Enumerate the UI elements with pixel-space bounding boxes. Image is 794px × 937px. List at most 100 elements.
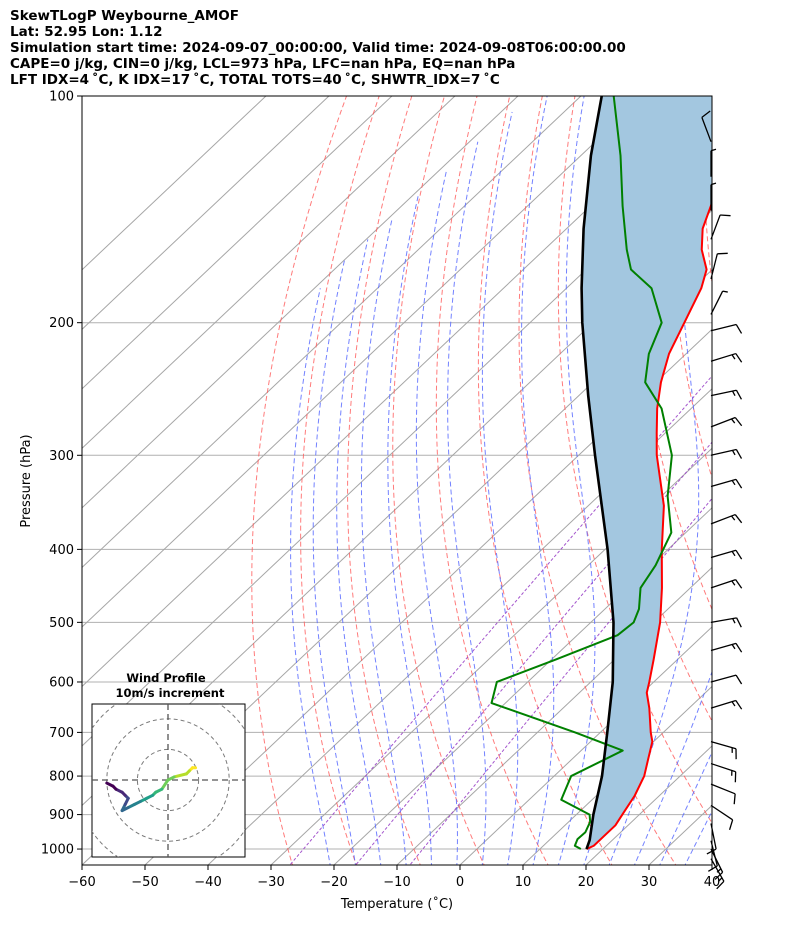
y-tick-label: 100 — [49, 90, 74, 105]
barb-half-flag — [731, 551, 736, 557]
barb-half-flag — [731, 580, 736, 586]
barb-flag — [735, 549, 743, 560]
x-tick-label: 0 — [456, 875, 464, 890]
wind-barb — [710, 642, 743, 653]
moist-adiabat — [684, 810, 712, 865]
mixing-ratio-lines — [289, 375, 712, 865]
isotherm-line — [82, 96, 330, 330]
barb-flag — [734, 417, 743, 427]
wind-barb — [710, 804, 734, 830]
dry-adiabat — [392, 96, 485, 865]
x-tick-label: −40 — [194, 875, 221, 890]
dewpoint-line — [490, 96, 673, 850]
isotherm-line — [82, 96, 267, 271]
barb-staff — [710, 858, 725, 882]
moist-adiabat — [312, 259, 356, 865]
y-tick-label: 900 — [49, 808, 74, 823]
isotherm-line — [144, 328, 712, 865]
isotherm-line — [82, 96, 393, 390]
isotherm-line — [270, 447, 712, 865]
wind-barb — [710, 148, 717, 177]
hodograph-segment — [105, 781, 115, 788]
barb-flag — [734, 514, 743, 524]
wind-barb — [710, 617, 742, 628]
barb-flag — [735, 353, 743, 363]
wind-barb — [710, 323, 743, 334]
barb-flag — [714, 871, 724, 880]
wind-barb — [706, 823, 717, 855]
barb-flag — [735, 478, 743, 489]
title-station: SkewTLogP Weybourne_AMOF — [10, 8, 239, 24]
y-tick-label: 400 — [49, 543, 74, 558]
title-location: Lat: 52.95 Lon: 1.12 — [10, 24, 163, 40]
wind-barb — [710, 214, 731, 240]
dry-adiabat — [251, 96, 348, 865]
wind-barb — [710, 740, 737, 760]
wind-barb — [710, 290, 728, 315]
dry-adiabats — [251, 79, 794, 868]
dry-adiabat — [477, 96, 613, 865]
isotherm-line — [82, 96, 519, 509]
plot-area — [82, 79, 794, 868]
barb-staff — [701, 117, 712, 142]
barb-half-flag — [731, 354, 736, 360]
title-indices-1: CAPE=0 j/kg, CIN=0 j/kg, LCL=973 hPa, LF… — [10, 56, 516, 72]
dry-adiabat — [435, 96, 549, 865]
barb-flag — [735, 674, 743, 685]
barb-staff — [710, 762, 736, 773]
mixing-ratio-line — [289, 375, 712, 865]
barb-flag — [735, 324, 743, 334]
title-times: Simulation start time: 2024-09-07_00:00:… — [10, 40, 626, 56]
barb-staff — [710, 740, 737, 750]
barb-staff — [710, 448, 737, 456]
isotherm-line — [522, 685, 712, 865]
moist-adiabat — [521, 96, 555, 865]
barb-staff — [710, 214, 721, 240]
barb-flag — [735, 389, 743, 400]
dry-adiabat — [703, 96, 712, 287]
dry-adiabat — [738, 79, 794, 868]
barb-half-flag — [717, 877, 723, 883]
barb-half-flag — [731, 701, 736, 707]
x-tick-label: −50 — [131, 875, 158, 890]
wind-barb — [710, 513, 743, 525]
x-axis-label: Temperature (˚C) — [340, 896, 453, 912]
hodograph-segment — [172, 772, 188, 779]
barb-half-flag — [731, 515, 736, 521]
barb-staff — [710, 579, 736, 589]
barb-flag — [735, 449, 743, 459]
barb-staff — [710, 416, 736, 428]
barb-flag — [716, 880, 725, 890]
x-tick-label: −10 — [383, 875, 410, 890]
y-tick-label: 500 — [49, 616, 74, 631]
plot-clip-group — [82, 79, 794, 868]
barb-half-flag — [731, 450, 736, 456]
moist-adiabat — [608, 96, 700, 865]
moist-adiabats — [290, 96, 712, 865]
dry-adiabat — [347, 96, 421, 865]
x-tick-label: −60 — [68, 875, 95, 890]
isotherm-line — [711, 864, 712, 865]
isotherm-line — [82, 96, 708, 688]
wind-barb — [710, 549, 743, 560]
barb-staff — [710, 823, 717, 850]
dry-adiabat — [668, 96, 712, 480]
moist-adiabat — [481, 111, 519, 865]
wind-barb — [707, 840, 718, 872]
mixing-ratio-line — [355, 441, 712, 865]
wind-barb — [710, 352, 743, 363]
barb-staff — [710, 290, 724, 315]
moist-adiabat — [336, 239, 382, 865]
wind-barbs — [701, 110, 743, 890]
wind-barb — [710, 252, 728, 280]
barb-staff — [710, 549, 737, 559]
hodograph-clip-group — [92, 704, 245, 857]
y-tick-label: 200 — [49, 316, 74, 331]
barb-staff — [710, 804, 733, 821]
barb-staff — [710, 840, 718, 867]
barb-flag — [720, 214, 731, 217]
barb-half-flag — [732, 618, 736, 624]
barb-staff — [710, 323, 737, 332]
barb-staff — [710, 389, 737, 397]
wind-barb — [710, 783, 736, 805]
